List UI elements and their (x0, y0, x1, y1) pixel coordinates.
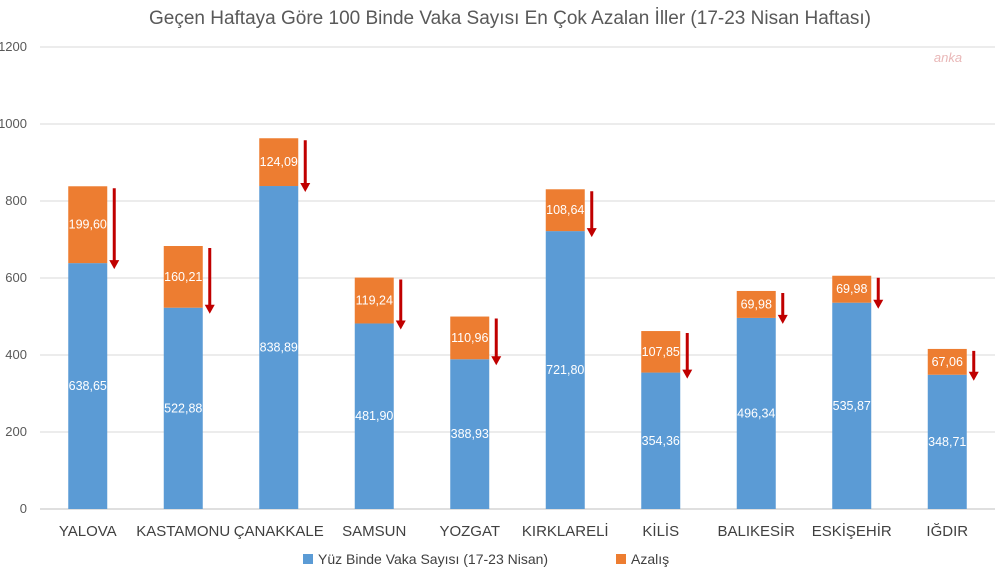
bar-decrease (163, 246, 203, 308)
y-tick-label: 1000 (0, 116, 27, 131)
data-label-decrease: 69,98 (836, 282, 867, 296)
down-arrow-icon (491, 318, 502, 366)
bar-decrease (450, 316, 490, 360)
bar-decrease (68, 186, 108, 264)
category-label: YOZGAT (439, 523, 500, 540)
y-axis-ticks: 0 200 400 600 800 1000 1200 (0, 39, 27, 516)
bar-decrease (545, 189, 585, 232)
category-labels: YALOVA KASTAMONU ÇANAKKALE SAMSUN YOZGAT KIRK… (59, 522, 968, 540)
y-tick-label: 0 (20, 501, 27, 516)
legend-swatch-orange (616, 554, 626, 564)
down-arrow-icon (204, 248, 215, 314)
data-label-decrease: 107,85 (642, 345, 680, 359)
bars (68, 138, 967, 509)
chart-title: Geçen Haftaya Göre 100 Binde Vaka Sayısı… (149, 8, 871, 29)
bar-current (68, 263, 108, 509)
bar-decrease (927, 348, 967, 375)
legend: Yüz Binde Vaka Sayısı (17-23 Nisan) Azal… (303, 551, 669, 567)
bar-current (832, 302, 872, 509)
down-arrow-icon (300, 140, 311, 193)
down-arrow-icon (395, 279, 406, 330)
data-label-current: 388,93 (451, 427, 489, 441)
data-label-decrease: 67,06 (932, 355, 963, 369)
bar-current (354, 323, 394, 509)
down-arrow-icon (968, 350, 979, 381)
data-label-decrease: 160,21 (164, 270, 202, 284)
data-label-current: 721,80 (546, 363, 584, 377)
y-tick-label: 200 (5, 424, 27, 439)
legend-label-blue: Yüz Binde Vaka Sayısı (17-23 Nisan) (318, 551, 548, 567)
legend-label-orange: Azalış (631, 551, 669, 567)
y-tick-label: 400 (5, 347, 27, 362)
data-label-decrease: 119,24 (356, 294, 393, 308)
bar-decrease (736, 290, 776, 318)
bar-current (163, 307, 203, 509)
decrease-arrows (109, 140, 979, 381)
bar-current (545, 231, 585, 509)
data-label-decrease: 108,64 (546, 203, 584, 217)
bar-current (450, 359, 490, 509)
data-label-decrease: 69,98 (741, 297, 772, 311)
y-tick-label: 1200 (0, 39, 27, 54)
down-arrow-icon (586, 191, 597, 238)
category-label: IĞDIR (926, 523, 968, 540)
bar-current (641, 372, 681, 509)
y-tick-label: 600 (5, 270, 27, 285)
legend-swatch-blue (303, 554, 313, 564)
category-label: ESKİŞEHİR (812, 522, 892, 540)
data-label-current: 838,89 (260, 341, 298, 355)
data-label-current: 535,87 (833, 399, 871, 413)
data-label-decrease: 199,60 (69, 218, 107, 232)
data-label-current: 481,90 (355, 409, 393, 423)
bar-decrease (641, 331, 681, 373)
category-label: KIRKLARELİ (522, 522, 609, 540)
y-tick-label: 800 (5, 193, 27, 208)
bar-current (736, 317, 776, 509)
down-arrow-icon (873, 277, 884, 309)
category-label: BALIKESİR (717, 522, 795, 540)
bar-current (927, 374, 967, 509)
down-arrow-icon (777, 292, 788, 324)
down-arrow-icon (682, 333, 693, 379)
category-label: YALOVA (59, 523, 117, 540)
category-label: ÇANAKKALE (234, 523, 324, 540)
category-label: SAMSUN (342, 523, 406, 540)
category-label: KASTAMONU (136, 523, 230, 540)
data-label-current: 496,34 (737, 406, 775, 420)
data-label-current: 522,88 (164, 401, 202, 415)
data-label-decrease: 124,09 (260, 155, 298, 169)
data-label-current: 638,65 (69, 379, 107, 393)
bar-decrease (354, 277, 394, 324)
data-labels: 638,65 199,60 522,88 160,21 838,89 124,09 481,… (69, 155, 967, 449)
category-label: KİLİS (642, 522, 679, 540)
down-arrow-icon (109, 188, 120, 270)
watermark-logo: anka (934, 50, 962, 65)
bar-current (259, 186, 299, 509)
data-label-current: 348,71 (928, 435, 966, 449)
bar-decrease (259, 138, 299, 187)
data-label-current: 354,36 (642, 434, 680, 448)
data-label-decrease: 110,96 (451, 331, 488, 345)
bar-decrease (832, 275, 872, 303)
